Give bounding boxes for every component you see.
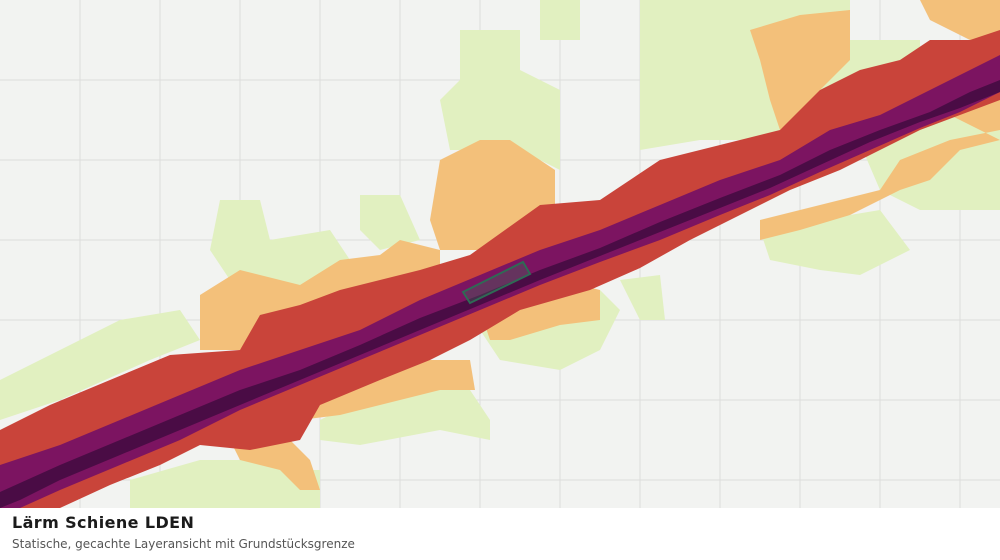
noise-zone-extreme [0, 80, 1000, 508]
caption-bar: Lärm Schiene LDEN Statische, gecachte La… [0, 508, 1000, 560]
parcel-boundary [461, 260, 532, 305]
map-subtitle: Statische, gecachte Layeransicht mit Gru… [12, 537, 355, 551]
map-title: Lärm Schiene LDEN [12, 513, 195, 532]
noise-map [0, 0, 1000, 508]
